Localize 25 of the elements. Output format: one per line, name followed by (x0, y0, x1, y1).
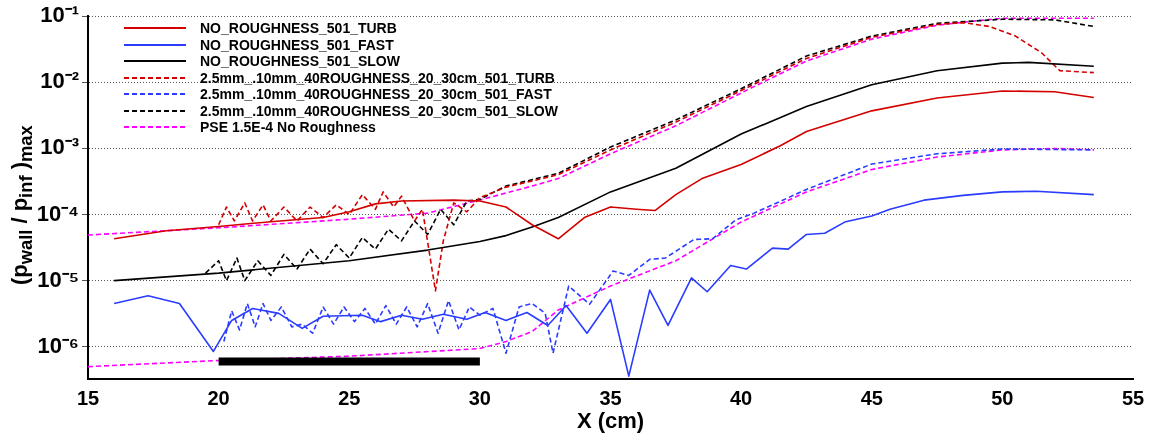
line-series (88, 147, 1095, 368)
legend-label: 2.5mm_.10mm_40ROUGHNESS_20_30cm_501_TURB (200, 69, 555, 86)
x-tick-label: 25 (338, 387, 361, 410)
x-tick-label: 55 (1121, 387, 1145, 410)
legend-label: 2.5mm_.10mm_40ROUGHNESS_20_30cm_501_SLOW (200, 102, 558, 119)
x-tick-label: 40 (730, 387, 753, 410)
y-tick-label: 10⁻² (40, 68, 79, 94)
x-axis-title: X (cm) (576, 407, 645, 433)
y-tick-label: 10⁻⁶ (37, 332, 79, 358)
y-tick-label: 10⁻¹ (40, 2, 79, 28)
line-series (88, 17, 1095, 236)
x-tick-label: 15 (76, 387, 100, 410)
x-tick-label: 30 (468, 387, 491, 410)
x-tick-label: 50 (991, 387, 1014, 410)
legend-label: NO_ROUGHNESS_501_FAST (200, 36, 394, 53)
y-tick-label: 10⁻³ (40, 134, 79, 160)
y-tick-label: 10⁻⁴ (36, 200, 79, 226)
y-tick-label: 10⁻⁵ (37, 266, 79, 292)
x-tick-label: 45 (860, 387, 883, 410)
x-tick-label: 35 (599, 387, 622, 410)
x-tick-label: 20 (207, 387, 230, 410)
legend-label: 2.5mm_.10mm_40ROUGHNESS_20_30cm_501_FAST (200, 86, 552, 103)
legend-label: PSE 1.5E-4 No Roughness (200, 119, 376, 136)
legend-label: NO_ROUGHNESS_501_SLOW (200, 53, 400, 70)
legend-label: NO_ROUGHNESS_501_TURB (200, 20, 397, 37)
